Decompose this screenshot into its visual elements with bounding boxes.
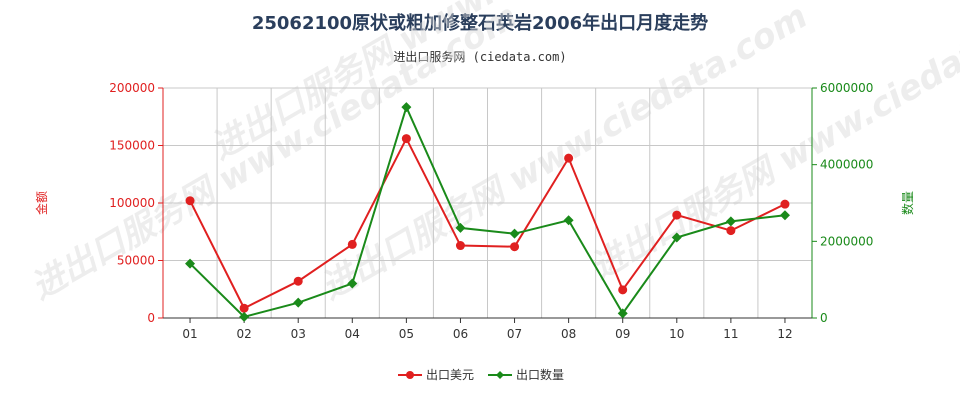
series-1-point [185,196,195,206]
series-2-point [671,232,682,243]
y-axis-left-label: 金额 [34,191,49,215]
series-2-point [185,258,196,269]
series-line-2 [189,104,786,318]
series-2-point [401,102,412,113]
series-2-point [455,222,466,233]
series-1-point [726,226,736,236]
y-left-tick-label: 50000 [117,254,155,268]
series-1-point [618,285,628,295]
series-2-point [779,210,790,221]
series-1-point [780,199,790,209]
y-left-tick-label: 100000 [109,196,155,210]
series-1-point [401,134,411,144]
y-left-tick-label: 200000 [109,81,155,95]
legend-label-1: 出口美元 [426,368,474,382]
series-2-point [725,216,736,227]
legend-label-2: 出口数量 [516,367,564,382]
x-tick-label: 11 [723,327,738,341]
series-2-point [293,297,304,308]
x-tick-label: 12 [777,327,792,341]
x-tick-label: 02 [236,327,251,341]
y-right-tick-label: 4000000 [820,158,873,172]
x-tick-label: 06 [453,327,468,341]
y-left-tick-label: 150000 [109,139,155,153]
legend-marker-1 [406,371,414,379]
series-line-1 [189,136,786,310]
x-tick-label: 04 [345,327,360,341]
chart-subtitle: 进出口服务网 (ciedata.com) [393,50,567,64]
series-layer [185,102,790,322]
series-1-point [672,210,682,220]
x-tick-label: 03 [291,327,306,341]
series-1-point [564,153,574,163]
x-tick-label: 08 [561,327,576,341]
y-right-tick-label: 0 [820,311,828,325]
y-left-tick-label: 0 [147,311,155,325]
series-1-point [239,303,249,313]
series-1-point [510,242,520,252]
y-right-tick-label: 6000000 [820,81,873,95]
series-1-point [455,241,465,251]
y-axis-right-label: 数量 [900,191,915,215]
series-2-point [617,308,628,319]
x-tick-label: 10 [669,327,684,341]
x-tick-label: 09 [615,327,630,341]
legend-marker-2 [496,371,504,379]
x-tick-label: 01 [182,327,197,341]
series-2-point [509,228,520,239]
watermark-text: 进出口服务网 www.ciedata.com [25,0,525,308]
series-2-point [239,311,250,322]
chart-title: 25062100原状或粗加修整石英岩2006年出口月度走势 [251,13,709,34]
tick-labels: 0500001000001500002000000200000040000006… [109,81,873,341]
x-tick-label: 05 [399,327,414,341]
x-tick-label: 07 [507,327,522,341]
legend: 出口美元 出口数量 [398,367,564,382]
series-1-point [347,239,357,249]
series-1-point [293,276,303,286]
y-right-tick-label: 2000000 [820,234,873,248]
series-2-point [563,215,574,226]
series-2-point [347,278,358,289]
